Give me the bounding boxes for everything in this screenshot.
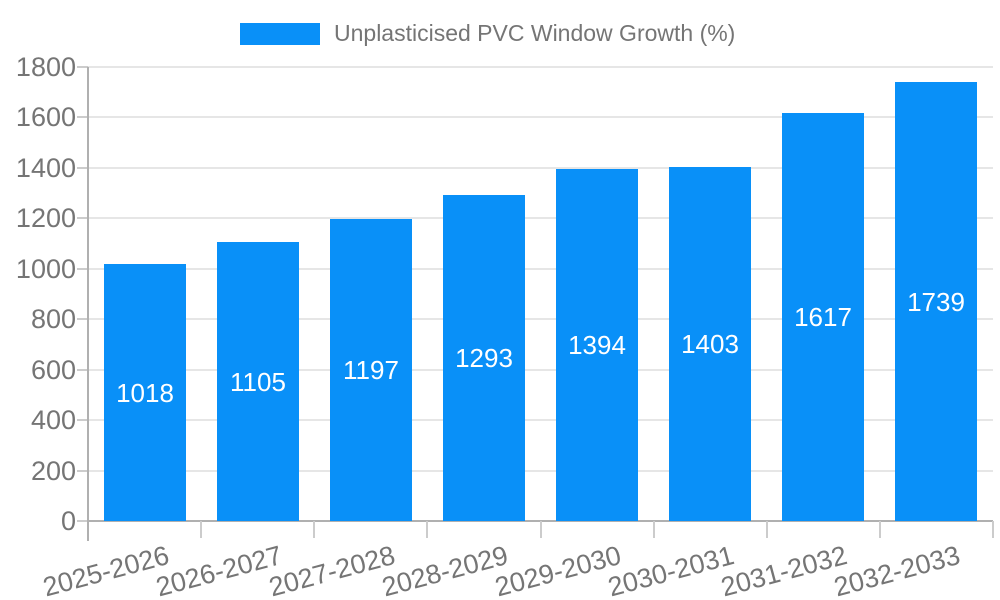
bar-value-label: 1394 <box>568 330 626 360</box>
bar-value-label: 1018 <box>116 377 174 408</box>
y-tick-mark <box>77 166 88 169</box>
x-tick-mark <box>200 521 203 538</box>
bar-value-label: 1739 <box>907 286 965 317</box>
bar-value-label: 1293 <box>455 343 513 373</box>
y-tick-mark <box>77 116 88 119</box>
y-tick-mark <box>77 368 88 371</box>
bar: 1617 <box>782 113 864 521</box>
y-tick-label: 1600 <box>15 102 76 133</box>
x-tick-mark <box>426 521 429 538</box>
y-tick-mark <box>77 469 88 472</box>
y-tick-mark <box>77 66 88 68</box>
y-tick-label: 0 <box>60 506 76 536</box>
y-tick-mark <box>77 267 88 270</box>
y-tick-label: 200 <box>30 455 76 486</box>
y-tick-label: 1000 <box>15 253 76 284</box>
legend-swatch <box>240 22 320 45</box>
y-tick-label: 1400 <box>15 152 76 183</box>
bar: 1018 <box>104 264 186 521</box>
bar: 1197 <box>330 219 412 521</box>
gridline <box>88 318 993 321</box>
bar: 1105 <box>217 242 299 521</box>
y-tick-mark <box>77 419 88 422</box>
bar-value-label: 1403 <box>681 329 739 359</box>
y-tick-label: 1200 <box>15 203 76 234</box>
y-tick-mark <box>77 318 88 321</box>
y-tick-label: 1800 <box>15 52 76 82</box>
legend-label: Unplasticised PVC Window Growth (%) <box>334 20 736 46</box>
x-tick-mark <box>878 521 881 538</box>
x-tick-mark <box>539 521 542 538</box>
y-tick-label: 400 <box>30 405 76 436</box>
bar: 1739 <box>895 82 977 521</box>
y-axis-line <box>87 67 89 541</box>
bar: 1403 <box>669 167 751 521</box>
bar-value-label: 1197 <box>343 355 399 385</box>
bar-value-label: 1617 <box>794 302 852 332</box>
gridline <box>88 419 993 422</box>
x-tick-mark <box>652 521 655 538</box>
x-tick-mark <box>313 521 316 538</box>
x-tick-mark <box>992 521 994 538</box>
gridline <box>88 368 993 371</box>
bar: 1293 <box>443 195 525 521</box>
gridline <box>88 116 993 119</box>
gridline <box>88 217 993 220</box>
gridline <box>88 267 993 270</box>
gridline <box>88 469 993 472</box>
gridline <box>88 66 993 68</box>
bar: 1394 <box>556 169 638 521</box>
y-tick-label: 800 <box>30 304 76 335</box>
y-tick-mark <box>77 217 88 220</box>
gridline <box>88 166 993 169</box>
y-tick-label: 600 <box>30 354 76 385</box>
legend: Unplasticised PVC Window Growth (%) <box>240 20 735 47</box>
y-tick-mark <box>77 520 88 522</box>
x-tick-mark <box>765 521 768 538</box>
bar-value-label: 1105 <box>230 366 286 397</box>
